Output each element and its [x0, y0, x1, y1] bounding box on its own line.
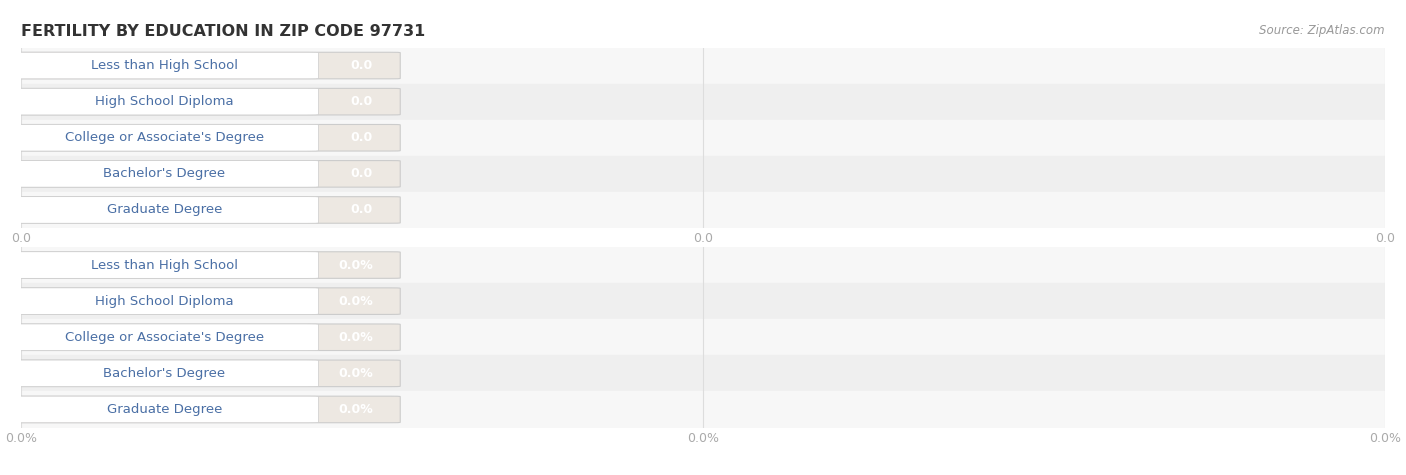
Text: 0.0%: 0.0%: [339, 403, 373, 416]
Bar: [21, 283, 1385, 319]
Bar: [21, 247, 1385, 283]
FancyBboxPatch shape: [11, 396, 401, 423]
FancyBboxPatch shape: [11, 197, 318, 223]
Text: 0.0%: 0.0%: [339, 258, 373, 272]
Text: 0.0%: 0.0%: [339, 294, 373, 308]
Text: 0.0: 0.0: [350, 95, 373, 108]
FancyBboxPatch shape: [11, 360, 401, 387]
FancyBboxPatch shape: [11, 252, 318, 278]
FancyBboxPatch shape: [11, 124, 318, 151]
Bar: [21, 391, 1385, 428]
Bar: [21, 192, 1385, 228]
Bar: [21, 156, 1385, 192]
Text: High School Diploma: High School Diploma: [96, 294, 233, 308]
Text: Graduate Degree: Graduate Degree: [107, 403, 222, 416]
FancyBboxPatch shape: [11, 124, 401, 151]
FancyBboxPatch shape: [11, 161, 318, 187]
Text: 0.0%: 0.0%: [339, 331, 373, 344]
FancyBboxPatch shape: [11, 252, 401, 278]
Text: 0.0: 0.0: [350, 59, 373, 72]
Text: 0.0: 0.0: [350, 167, 373, 180]
FancyBboxPatch shape: [11, 52, 318, 79]
FancyBboxPatch shape: [11, 88, 401, 115]
Text: Less than High School: Less than High School: [91, 59, 238, 72]
Bar: [21, 120, 1385, 156]
Bar: [21, 48, 1385, 84]
Text: College or Associate's Degree: College or Associate's Degree: [65, 331, 264, 344]
Bar: [21, 84, 1385, 120]
FancyBboxPatch shape: [11, 197, 401, 223]
Text: Graduate Degree: Graduate Degree: [107, 203, 222, 217]
Text: 0.0: 0.0: [350, 203, 373, 217]
FancyBboxPatch shape: [11, 52, 401, 79]
FancyBboxPatch shape: [11, 396, 318, 423]
Bar: [21, 355, 1385, 391]
FancyBboxPatch shape: [11, 288, 401, 314]
FancyBboxPatch shape: [11, 324, 401, 351]
Bar: [21, 319, 1385, 355]
FancyBboxPatch shape: [11, 88, 318, 115]
Text: 0.0%: 0.0%: [339, 367, 373, 380]
Text: Bachelor's Degree: Bachelor's Degree: [103, 367, 225, 380]
Text: High School Diploma: High School Diploma: [96, 95, 233, 108]
Text: Less than High School: Less than High School: [91, 258, 238, 272]
Text: FERTILITY BY EDUCATION IN ZIP CODE 97731: FERTILITY BY EDUCATION IN ZIP CODE 97731: [21, 24, 426, 39]
FancyBboxPatch shape: [11, 360, 318, 387]
Text: Source: ZipAtlas.com: Source: ZipAtlas.com: [1260, 24, 1385, 37]
FancyBboxPatch shape: [11, 324, 318, 351]
Text: 0.0: 0.0: [350, 131, 373, 144]
Text: College or Associate's Degree: College or Associate's Degree: [65, 131, 264, 144]
FancyBboxPatch shape: [11, 161, 401, 187]
Text: Bachelor's Degree: Bachelor's Degree: [103, 167, 225, 180]
FancyBboxPatch shape: [11, 288, 318, 314]
